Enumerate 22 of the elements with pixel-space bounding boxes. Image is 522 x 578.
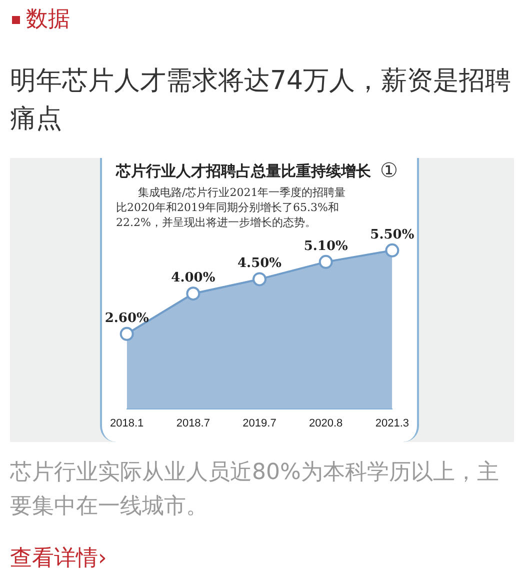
x-tick-label: 2019.7	[242, 417, 276, 430]
data-label: 2.60%	[104, 310, 150, 326]
point	[252, 272, 266, 286]
point	[120, 326, 134, 341]
text: ①	[380, 158, 398, 182]
data-label: 5.50%	[370, 227, 415, 242]
chart-subtitle: 集成电路/芯片行业2021年一季度的招聘量比2020年和2019年同期分别增长了65.3%和22.2%，并呈现出将进一步增长的态势。	[116, 185, 347, 230]
data-label: 4.00%	[171, 270, 216, 286]
point	[186, 286, 200, 301]
text: 查看详情›	[10, 545, 107, 573]
chart-title: 芯片行业人才招聘占总量比重持续增长	[116, 162, 371, 181]
x-tick-label: 2021.3	[375, 417, 410, 430]
point	[318, 254, 333, 269]
x-tick-label: 2020.8	[309, 417, 343, 430]
point	[385, 243, 400, 258]
data-label: 5.10%	[304, 238, 348, 254]
text: 芯片行业实际从业人员近80%为本科学历以上，主要集中在一线城市。	[10, 459, 500, 521]
x-tick-label: 2018.1	[110, 417, 144, 430]
x-tick-label: 2018.7	[176, 417, 210, 430]
text: 明年芯片人才需求将达74万人，薪资是招聘痛点	[10, 65, 512, 136]
data-label: 4.50%	[237, 256, 282, 272]
text: 数据	[26, 7, 70, 32]
